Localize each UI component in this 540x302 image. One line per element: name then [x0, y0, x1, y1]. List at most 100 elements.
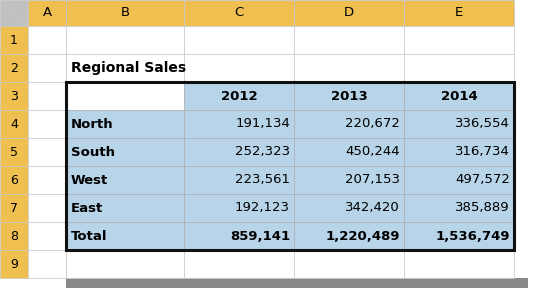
Bar: [28, 82, 66, 110]
Bar: [294, 138, 404, 166]
Bar: [0, 194, 28, 222]
Text: 3: 3: [10, 89, 18, 102]
Text: B: B: [120, 7, 130, 20]
Text: 497,572: 497,572: [455, 174, 510, 187]
Bar: [28, 166, 66, 194]
Text: 859,141: 859,141: [230, 230, 290, 243]
Bar: [404, 222, 514, 250]
Bar: [66, 110, 184, 138]
Text: 2013: 2013: [330, 89, 367, 102]
Bar: [28, 26, 66, 54]
Bar: [404, 138, 514, 166]
Text: C: C: [234, 7, 244, 20]
Bar: [0, 82, 28, 110]
Bar: [184, 250, 294, 278]
Bar: [0, 54, 28, 82]
Bar: [404, 26, 514, 54]
Text: 207,153: 207,153: [345, 174, 400, 187]
Bar: [294, 194, 404, 222]
Bar: [66, 194, 184, 222]
Bar: [66, 166, 184, 194]
Bar: [28, 222, 66, 250]
Bar: [66, 194, 184, 222]
Bar: [184, 166, 294, 194]
Bar: [404, 138, 514, 166]
Text: 223,561: 223,561: [235, 174, 290, 187]
Bar: [66, 250, 184, 278]
Bar: [294, 26, 404, 54]
Bar: [294, 250, 404, 278]
Bar: [66, 54, 184, 82]
Bar: [0, 166, 28, 194]
Bar: [294, 82, 404, 110]
Bar: [294, 110, 404, 138]
Text: 191,134: 191,134: [235, 117, 290, 130]
Text: 2014: 2014: [441, 89, 477, 102]
Bar: [514, 54, 528, 278]
Bar: [184, 194, 294, 222]
Bar: [66, 0, 184, 26]
Text: 4: 4: [10, 117, 18, 130]
Bar: [184, 54, 294, 82]
Bar: [294, 82, 404, 110]
Bar: [0, 26, 28, 54]
Bar: [404, 54, 514, 82]
Bar: [28, 194, 66, 222]
Bar: [184, 82, 294, 110]
Bar: [184, 110, 294, 138]
Text: 342,420: 342,420: [345, 201, 400, 214]
Bar: [66, 82, 514, 250]
Text: 2012: 2012: [221, 89, 258, 102]
Bar: [404, 194, 514, 222]
Bar: [66, 110, 184, 138]
Bar: [66, 138, 184, 166]
Bar: [28, 54, 66, 82]
Bar: [66, 222, 184, 250]
Text: 9: 9: [10, 258, 18, 271]
Bar: [404, 110, 514, 138]
Bar: [66, 26, 184, 54]
Bar: [404, 166, 514, 194]
Bar: [28, 138, 66, 166]
Bar: [184, 166, 294, 194]
Bar: [66, 166, 184, 194]
Bar: [0, 138, 28, 166]
Bar: [0, 222, 28, 250]
Bar: [184, 138, 294, 166]
Bar: [66, 278, 528, 288]
Bar: [294, 0, 404, 26]
Bar: [28, 110, 66, 138]
Text: Total: Total: [71, 230, 107, 243]
Bar: [294, 54, 404, 82]
Text: 450,244: 450,244: [346, 146, 400, 159]
Text: 192,123: 192,123: [235, 201, 290, 214]
Bar: [0, 0, 28, 26]
Text: 385,889: 385,889: [455, 201, 510, 214]
Bar: [184, 222, 294, 250]
Text: 252,323: 252,323: [235, 146, 290, 159]
Bar: [404, 194, 514, 222]
Text: North: North: [71, 117, 113, 130]
Bar: [294, 222, 404, 250]
Text: D: D: [344, 7, 354, 20]
Bar: [184, 194, 294, 222]
Bar: [404, 222, 514, 250]
Bar: [404, 82, 514, 110]
Bar: [66, 82, 184, 110]
Text: 220,672: 220,672: [345, 117, 400, 130]
Bar: [294, 222, 404, 250]
Bar: [0, 110, 28, 138]
Bar: [0, 250, 28, 278]
Text: 2: 2: [10, 62, 18, 75]
Bar: [404, 250, 514, 278]
Text: 8: 8: [10, 230, 18, 243]
Bar: [184, 26, 294, 54]
Text: 5: 5: [10, 146, 18, 159]
Text: West: West: [71, 174, 108, 187]
Bar: [404, 0, 514, 26]
Text: South: South: [71, 146, 115, 159]
Text: 1: 1: [10, 34, 18, 47]
Text: 6: 6: [10, 174, 18, 187]
Bar: [184, 110, 294, 138]
Bar: [66, 222, 184, 250]
